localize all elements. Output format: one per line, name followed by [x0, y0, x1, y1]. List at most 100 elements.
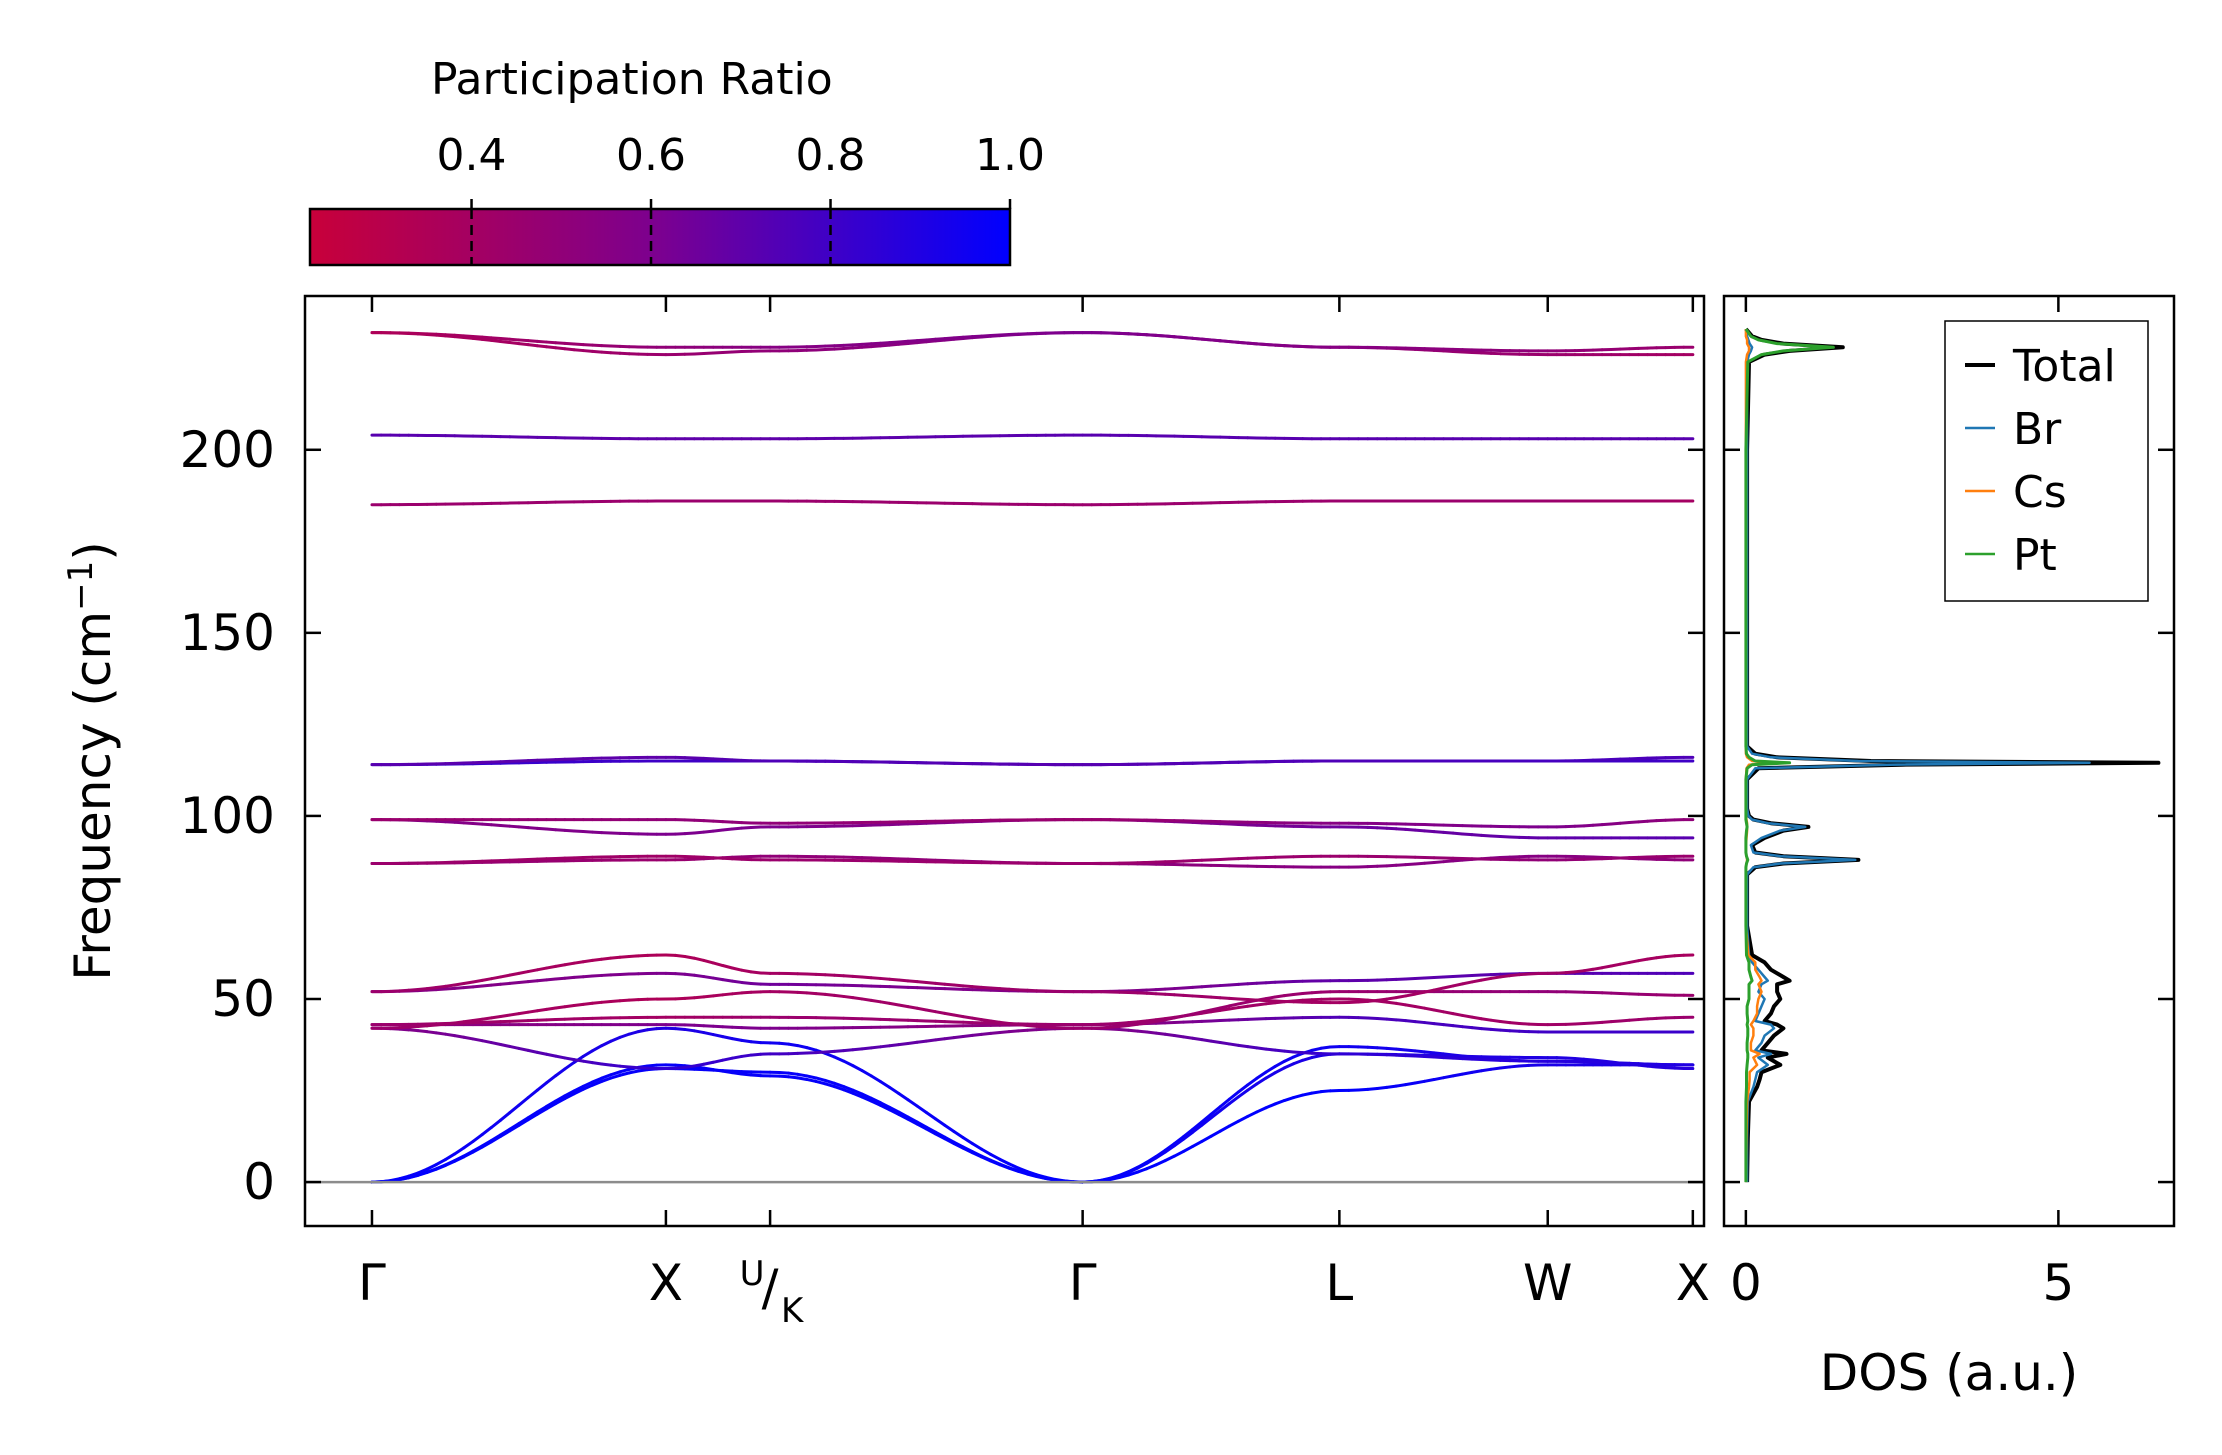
band-segment [924, 981, 938, 985]
band-segment [544, 1074, 558, 1085]
band-segment [1145, 1030, 1158, 1035]
band-segment [740, 825, 753, 830]
band-segment [453, 982, 466, 987]
band-segment [1394, 863, 1408, 867]
band-segment [1508, 973, 1521, 978]
band-segment [572, 960, 585, 965]
band-segment [1218, 1102, 1231, 1113]
band-segment [398, 1027, 411, 1032]
band-segment [480, 1016, 493, 1021]
band-segment [1246, 1082, 1259, 1092]
band-segment [1404, 1081, 1417, 1087]
band-segment [1209, 995, 1222, 1000]
legend-label-br: Br [2013, 404, 2062, 455]
band-segment [535, 1104, 548, 1114]
band-segment [1200, 995, 1213, 999]
band-segment [1016, 1169, 1029, 1176]
band-segment [888, 1108, 901, 1116]
band-segment [425, 986, 438, 991]
band-segment [897, 339, 910, 344]
band-segment [878, 343, 892, 348]
band-segment [1564, 970, 1577, 975]
k-label-2: U/K [740, 1254, 805, 1331]
band-segment [888, 1105, 901, 1114]
band-segment [851, 1091, 864, 1099]
band-segment [683, 1027, 696, 1033]
band-segment [952, 335, 965, 340]
k-label-1: X [649, 1254, 683, 1312]
band-segment [581, 1059, 594, 1065]
band-segment [740, 1072, 753, 1077]
band-segment [544, 1099, 558, 1108]
band-segment [1292, 1058, 1305, 1066]
band-segment [554, 1067, 567, 1078]
band-segment [1404, 862, 1417, 867]
band-segment [1442, 1010, 1455, 1016]
band-segment [1200, 1116, 1213, 1127]
dos-x-tick-label-1: 5 [2042, 1254, 2074, 1312]
band-segment [869, 998, 882, 1004]
band-segment [888, 977, 901, 982]
band-segment [1600, 1020, 1613, 1024]
band-segment [1246, 1045, 1259, 1050]
band-segment [860, 997, 873, 1002]
band-segment [508, 1103, 521, 1115]
band-segment [1209, 1006, 1222, 1012]
band-segment [832, 993, 846, 998]
band-segment [702, 1031, 715, 1037]
band-segment [851, 996, 864, 1001]
band-segment [1489, 1066, 1502, 1071]
band-segment [535, 966, 548, 972]
band-segment [730, 966, 744, 972]
band-segment [980, 1147, 993, 1156]
band-segment [832, 1049, 846, 1053]
band-segment [1618, 821, 1631, 825]
band-segment [842, 994, 855, 1000]
band-segment [434, 1163, 447, 1171]
band-segment [462, 1149, 475, 1158]
band-segment [1282, 1096, 1296, 1103]
k-label-5: W [1523, 1254, 1572, 1312]
band-segment [535, 1007, 548, 1013]
band-segment [526, 343, 539, 348]
band-segment [897, 1041, 910, 1047]
band-segment [1423, 860, 1436, 865]
band-segment [572, 829, 585, 834]
band-segment [544, 1006, 558, 1011]
band-segment [1136, 1161, 1149, 1170]
band-segment [934, 1117, 947, 1127]
band-segment [823, 1082, 836, 1089]
band-segment [1218, 983, 1231, 988]
band-segment [1218, 1124, 1231, 1133]
band-segment [1136, 332, 1149, 337]
band-segment [1498, 1019, 1512, 1025]
band-segment [1154, 1031, 1167, 1036]
band-segment [544, 1102, 558, 1111]
band-segment [980, 1031, 993, 1036]
band-segment [1145, 333, 1158, 337]
band-segment [1413, 1004, 1427, 1010]
band-segment [1460, 980, 1474, 986]
band-segment [1273, 994, 1286, 999]
band-segment [869, 1045, 882, 1050]
colorbar-tick-label-1: 0.6 [616, 130, 686, 181]
band-segment [1181, 1012, 1195, 1018]
band-segment [471, 984, 484, 989]
band-segment [434, 1031, 447, 1036]
band-segment [563, 341, 576, 346]
band-segment [1442, 975, 1455, 979]
band-segment [842, 1085, 855, 1092]
band-segment [1282, 1049, 1296, 1054]
band-segment [1655, 955, 1668, 960]
band-segment [1432, 975, 1446, 980]
band-segment [943, 1123, 956, 1134]
band-segment [1489, 975, 1502, 980]
band-segment [851, 1064, 864, 1073]
band-segment [860, 342, 873, 346]
colorbar-title: Participation Ratio [431, 54, 833, 105]
band-segment [860, 975, 873, 980]
band-segment [1432, 986, 1446, 992]
band-segment [544, 340, 558, 345]
band-segment [692, 995, 706, 1000]
band-segment [1145, 1156, 1158, 1165]
